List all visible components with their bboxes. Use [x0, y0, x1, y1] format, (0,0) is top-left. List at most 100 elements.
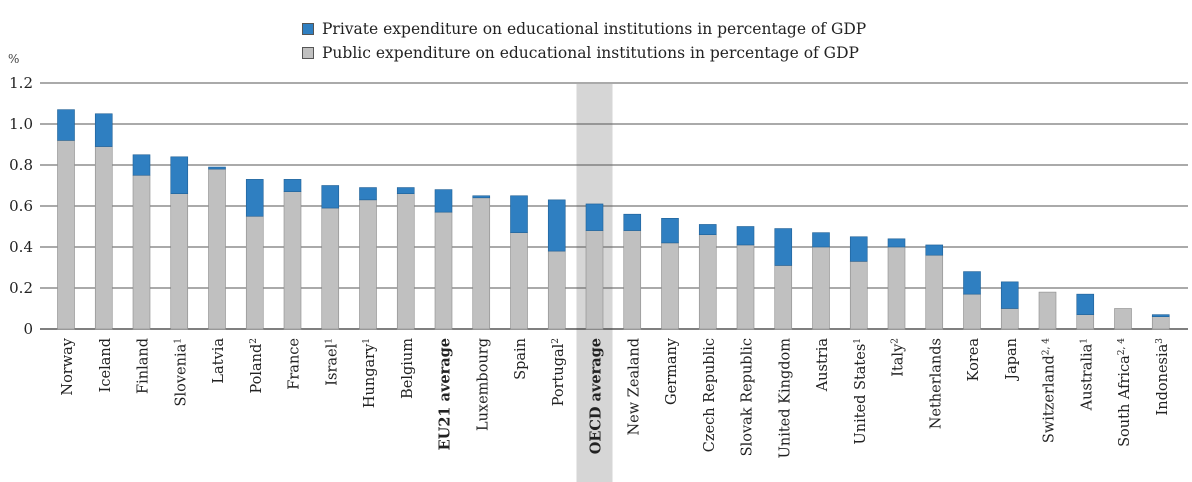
- bar-private: [812, 232, 830, 248]
- x-tick-label: Germany: [664, 337, 680, 405]
- bar-public: [585, 230, 604, 330]
- bar-public: [94, 146, 113, 330]
- x-tick-label: Hungary1: [362, 338, 378, 408]
- legend-item-private: Private expenditure on educational insti…: [302, 17, 866, 41]
- legend-public-label: Public expenditure on educational instit…: [322, 44, 859, 62]
- bar-public: [1076, 314, 1095, 330]
- bar-private: [1076, 293, 1095, 315]
- x-tick-label: Czech Republic: [702, 338, 718, 452]
- bar-private: [585, 203, 604, 231]
- bars: [57, 109, 1170, 330]
- bar-private: [698, 224, 717, 235]
- x-tick-label: Korea: [966, 338, 982, 382]
- bar-public: [510, 232, 528, 330]
- x-tick-label: Indonesia3: [1155, 338, 1171, 416]
- bar-public: [736, 244, 755, 330]
- bar-private: [661, 218, 679, 244]
- bar-public: [245, 215, 264, 330]
- bar-private: [57, 109, 75, 141]
- bar-private: [736, 226, 755, 246]
- x-axis-labels: Norway Iceland Finland Slovenia1 Latvia Polan…: [60, 337, 1171, 458]
- x-tick-label: Iceland: [98, 338, 114, 392]
- bar-public: [887, 246, 906, 330]
- bar-public: [208, 168, 226, 330]
- bar-public: [849, 261, 868, 330]
- bar-public: [321, 207, 340, 330]
- x-tick-footnote: 1: [1079, 338, 1089, 344]
- bar-private: [774, 228, 793, 266]
- bar-private: [887, 238, 906, 248]
- bar-private: [510, 195, 528, 233]
- bar-public: [925, 254, 944, 330]
- legend: Private expenditure on educational insti…: [302, 17, 866, 65]
- bar-public: [170, 193, 189, 330]
- y-tick-label: 0.4: [9, 238, 33, 256]
- bar-public: [963, 293, 981, 330]
- x-tick-label: Austria: [815, 338, 831, 393]
- y-tick-label: 0: [23, 320, 33, 338]
- bar-private: [925, 244, 944, 256]
- y-tick-label: 1.0: [9, 115, 33, 133]
- x-tick-label: Finland: [136, 338, 152, 394]
- bar-public: [1000, 308, 1019, 330]
- bar-public: [1038, 291, 1057, 330]
- bar-public: [472, 197, 491, 330]
- x-tick-label: Latvia: [211, 338, 227, 384]
- bar-private: [472, 195, 491, 199]
- x-tick-label: Luxembourg: [475, 338, 491, 431]
- x-tick-label: Belgium: [400, 338, 416, 399]
- bar-private: [321, 185, 340, 209]
- x-tick-footnote: 1: [324, 338, 334, 344]
- x-tick-label: OECD average: [588, 338, 605, 454]
- x-tick-label: Slovenia1: [173, 338, 189, 406]
- bar-private: [547, 199, 566, 252]
- x-tick-label: United Kingdom: [777, 338, 793, 459]
- x-tick-label: Australia1: [1079, 338, 1095, 411]
- y-tick-label: 0.6: [9, 197, 33, 215]
- bar-private: [170, 156, 189, 195]
- gridlines: [40, 82, 1188, 330]
- x-tick-label: Portugal2: [551, 338, 567, 406]
- bar-private: [132, 154, 151, 176]
- y-tick-label: 0.8: [9, 156, 33, 174]
- public-swatch: [302, 47, 314, 59]
- x-tick-label: New Zealand: [626, 338, 642, 436]
- x-tick-label: Poland2: [249, 338, 265, 394]
- bar-public: [812, 246, 830, 330]
- bar-private: [849, 236, 868, 262]
- x-tick-label: France: [287, 338, 303, 390]
- bar-public: [661, 242, 679, 330]
- x-tick-footnote: 2, 4: [1117, 338, 1127, 355]
- bar-public: [359, 199, 377, 330]
- x-tick-footnote: 2: [891, 338, 901, 344]
- x-tick-label: Netherlands: [928, 338, 944, 429]
- x-tick-label: EU21 average: [437, 338, 454, 450]
- bar-public: [1151, 316, 1170, 330]
- bar-public: [396, 193, 415, 330]
- bar-private: [396, 187, 415, 195]
- bar-private: [434, 189, 453, 213]
- bar-public: [774, 265, 793, 330]
- x-tick-footnote: 3: [1155, 338, 1165, 344]
- x-tick-footnote: 1: [362, 338, 372, 344]
- bar-public: [1114, 308, 1132, 330]
- x-tick-label: Switzerland2, 4: [1042, 338, 1058, 443]
- bar-public: [698, 234, 717, 330]
- x-tick-label: Italy2: [891, 338, 907, 377]
- bar-private: [963, 271, 981, 295]
- bar-public: [132, 174, 151, 330]
- x-tick-label: Israel1: [324, 338, 340, 386]
- y-axis-unit-label: %: [8, 52, 20, 66]
- x-tick-label: Spain: [513, 338, 529, 380]
- bar-public: [283, 191, 302, 330]
- x-tick-label: South Africa2, 4: [1117, 338, 1133, 447]
- bar-private: [1000, 281, 1019, 309]
- legend-item-public: Public expenditure on educational instit…: [302, 41, 866, 65]
- x-tick-footnote: 1: [173, 338, 183, 344]
- bar-public: [623, 230, 642, 330]
- bar-private: [623, 213, 642, 231]
- private-swatch: [302, 23, 314, 35]
- x-tick-label: Slovak Republic: [740, 338, 756, 456]
- y-axis-ticks: 0 0.2 0.4 0.6 0.8 1.0 1.2: [9, 74, 33, 338]
